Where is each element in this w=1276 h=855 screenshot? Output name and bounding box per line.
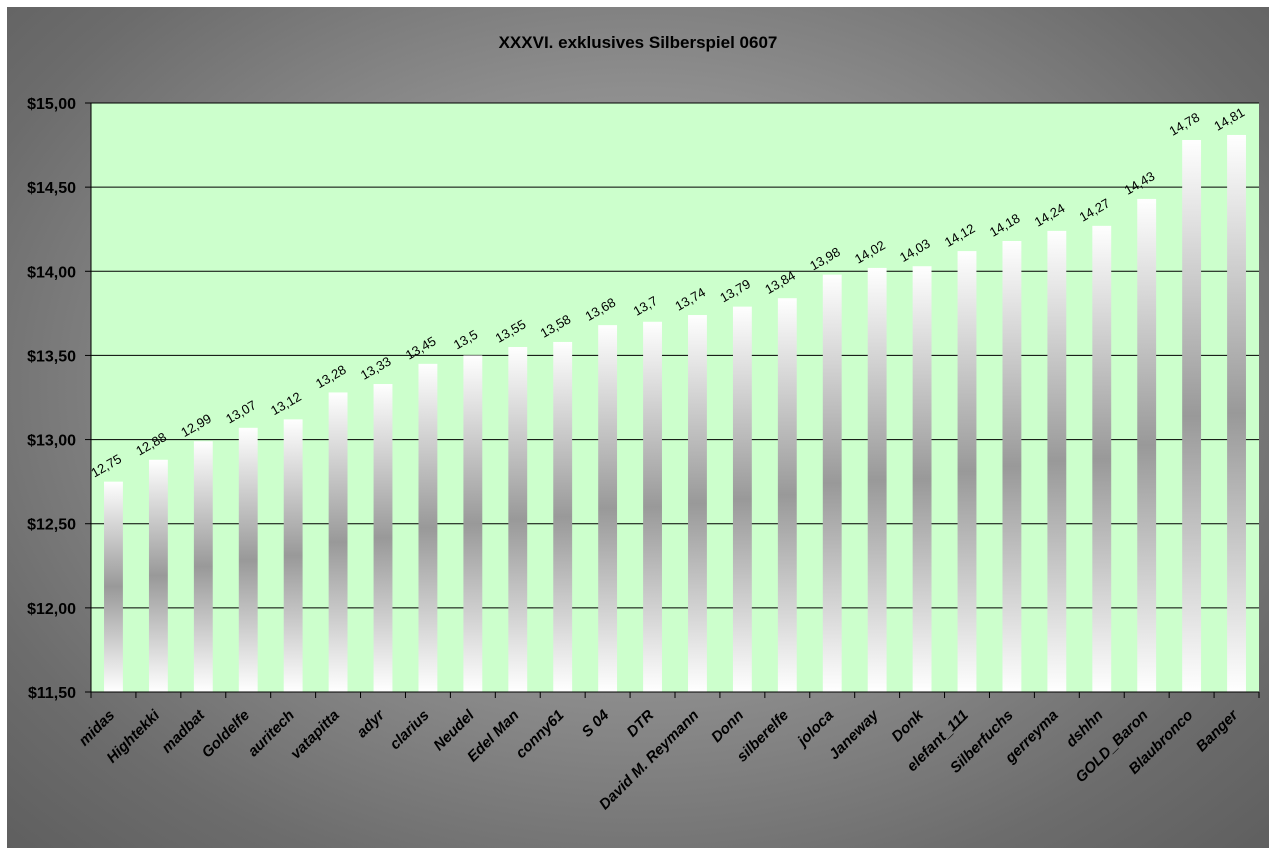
- bar: [777, 298, 797, 692]
- bar: [643, 321, 662, 692]
- y-tick-label: $13,00: [27, 433, 76, 450]
- x-tick-label: joloca: [793, 707, 837, 751]
- x-tick-label: S 04: [579, 706, 613, 740]
- bar: [912, 266, 932, 692]
- bar: [328, 392, 348, 692]
- bar: [238, 427, 258, 692]
- y-tick-label: $11,50: [28, 685, 76, 702]
- bar: [1047, 230, 1067, 692]
- y-tick-label: $13,50: [27, 348, 76, 365]
- bar: [508, 347, 528, 692]
- y-tick-label: $12,00: [27, 601, 76, 618]
- bar: [1182, 140, 1202, 693]
- x-tick-label: midas: [76, 707, 119, 750]
- bar: [283, 419, 303, 692]
- bar: [957, 251, 977, 692]
- x-tick-label: Goldelfe: [199, 707, 253, 761]
- bar: [867, 267, 887, 692]
- bar: [1092, 225, 1112, 692]
- bar: [732, 306, 752, 692]
- x-tick-label: Janeway: [826, 706, 883, 763]
- x-axis: midasHightekkimadbatGoldelfeauritechvata…: [76, 691, 1260, 813]
- x-tick-label: clarius: [387, 707, 433, 753]
- bar: [688, 315, 707, 692]
- bar: [1002, 240, 1022, 692]
- x-tick-label: Donk: [888, 706, 927, 745]
- bars: [104, 134, 1246, 693]
- plot-area: [91, 103, 1259, 692]
- x-tick-label: Banger: [1193, 706, 1242, 755]
- bar: [104, 481, 123, 692]
- bar: [598, 325, 618, 692]
- x-tick-label: adyr: [353, 706, 388, 741]
- x-tick-label: conny61: [512, 707, 567, 762]
- bar: [1137, 198, 1157, 692]
- chart-title: XXXVI. exklusives Silberspiel 0607: [499, 33, 778, 52]
- bar: [822, 274, 842, 692]
- bar: [463, 355, 483, 692]
- bar: [373, 384, 393, 692]
- x-tick-label: Donn: [708, 707, 747, 746]
- bar: [418, 363, 438, 692]
- y-tick-label: $14,50: [27, 180, 76, 197]
- x-tick-label: DTR: [624, 707, 658, 741]
- y-tick-label: $12,50: [27, 517, 76, 534]
- x-tick-label: dshhn: [1063, 707, 1107, 751]
- bar: [193, 441, 213, 692]
- bar: [148, 459, 168, 692]
- y-tick-label: $15,00: [27, 96, 76, 113]
- y-axis: $11,50 $12,00 $12,50 $13,00 $13,50 $14,00 $14,…: [27, 96, 92, 702]
- bar: [1227, 134, 1246, 692]
- y-tick-label: $14,00: [27, 264, 76, 281]
- bar: [553, 341, 573, 692]
- x-tick-label: vatapitta: [287, 707, 343, 763]
